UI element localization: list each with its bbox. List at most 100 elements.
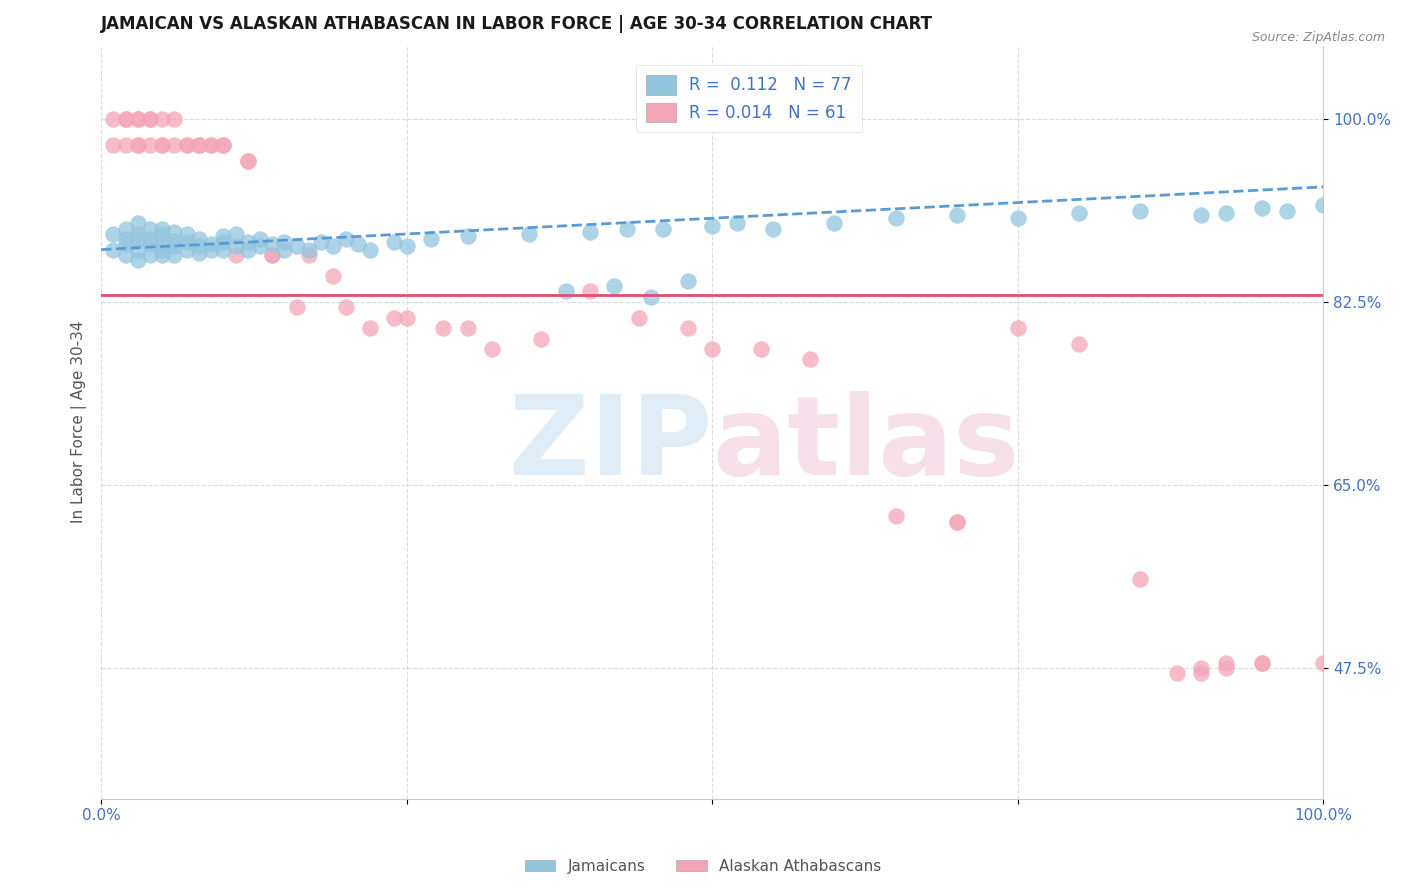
Point <box>1166 666 1188 681</box>
Point <box>945 515 967 529</box>
Point <box>554 285 576 299</box>
Point <box>676 274 699 288</box>
Point <box>103 138 125 153</box>
Point <box>187 138 209 153</box>
Point <box>616 221 638 235</box>
Point <box>200 138 222 153</box>
Point <box>163 112 186 126</box>
Point <box>225 248 247 262</box>
Point <box>139 221 162 235</box>
Point <box>114 112 136 126</box>
Point <box>212 235 235 250</box>
Point <box>127 217 149 231</box>
Point <box>273 243 295 257</box>
Point <box>187 239 209 253</box>
Point <box>945 515 967 529</box>
Point <box>200 243 222 257</box>
Point <box>1067 206 1090 220</box>
Point <box>150 221 173 235</box>
Point <box>676 321 699 335</box>
Point <box>176 138 198 153</box>
Point <box>114 138 136 153</box>
Point <box>1007 211 1029 226</box>
Point <box>163 225 186 239</box>
Point <box>1275 203 1298 218</box>
Point <box>309 235 332 250</box>
Point <box>823 217 845 231</box>
Point <box>150 243 173 257</box>
Point <box>236 153 259 168</box>
Point <box>150 237 173 252</box>
Point <box>212 229 235 244</box>
Point <box>579 285 602 299</box>
Point <box>114 232 136 246</box>
Point <box>103 112 125 126</box>
Point <box>212 138 235 153</box>
Point <box>127 138 149 153</box>
Point <box>176 138 198 153</box>
Point <box>139 232 162 246</box>
Point <box>200 237 222 252</box>
Point <box>1251 656 1274 670</box>
Point <box>285 239 308 253</box>
Point <box>884 211 907 226</box>
Point <box>150 138 173 153</box>
Point <box>150 138 173 153</box>
Point <box>395 239 418 253</box>
Point <box>187 245 209 260</box>
Point <box>702 219 724 233</box>
Point <box>285 300 308 314</box>
Point <box>517 227 540 241</box>
Point <box>1189 208 1212 222</box>
Point <box>127 138 149 153</box>
Point <box>384 310 406 325</box>
Point <box>127 243 149 257</box>
Point <box>163 234 186 248</box>
Point <box>420 232 443 246</box>
Point <box>1189 666 1212 681</box>
Point <box>1007 321 1029 335</box>
Point <box>150 248 173 262</box>
Point <box>114 248 136 262</box>
Point <box>799 352 821 367</box>
Point <box>103 243 125 257</box>
Point <box>945 208 967 222</box>
Point <box>139 112 162 126</box>
Point <box>395 310 418 325</box>
Point <box>627 310 650 325</box>
Point <box>1129 572 1152 586</box>
Point <box>359 321 381 335</box>
Point <box>262 237 284 252</box>
Point <box>1251 656 1274 670</box>
Point <box>103 227 125 241</box>
Point <box>335 232 357 246</box>
Point <box>127 253 149 268</box>
Point <box>359 243 381 257</box>
Point <box>432 321 454 335</box>
Point <box>322 239 344 253</box>
Point <box>200 138 222 153</box>
Point <box>298 248 321 262</box>
Point <box>1312 197 1334 211</box>
Point <box>481 342 503 356</box>
Point <box>163 248 186 262</box>
Point <box>652 221 675 235</box>
Point <box>1251 201 1274 215</box>
Point <box>457 229 479 244</box>
Point <box>163 138 186 153</box>
Point <box>236 243 259 257</box>
Point <box>1215 656 1237 670</box>
Point <box>114 237 136 252</box>
Point <box>225 239 247 253</box>
Point <box>322 268 344 283</box>
Point <box>212 243 235 257</box>
Point <box>150 112 173 126</box>
Point <box>530 332 553 346</box>
Point <box>139 138 162 153</box>
Point <box>298 243 321 257</box>
Point <box>127 232 149 246</box>
Point <box>176 227 198 241</box>
Point <box>127 227 149 241</box>
Text: atlas: atlas <box>713 392 1019 499</box>
Point <box>762 221 785 235</box>
